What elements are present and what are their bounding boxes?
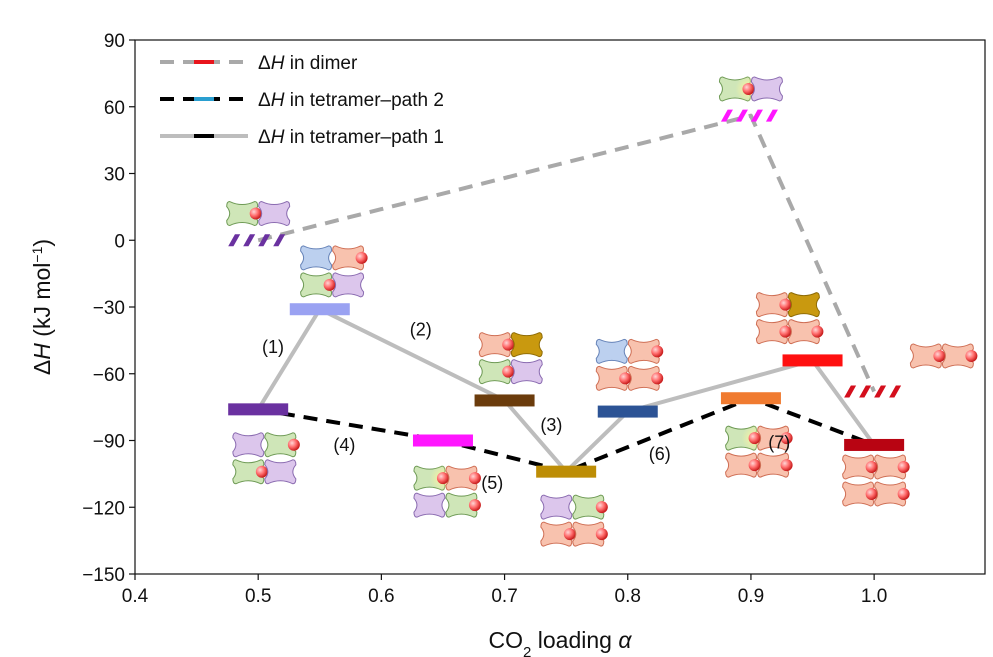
step-label: (6) <box>649 444 671 464</box>
tetramer-molecule-icon <box>300 245 368 298</box>
x-tick-label: 1.0 <box>861 586 887 607</box>
legend-entry: ΔH in dimer <box>160 53 358 74</box>
tetramer-molecule-icon <box>755 292 824 345</box>
level-layer <box>228 109 905 478</box>
tetramer-molecule-icon <box>725 425 793 478</box>
step-label: (3) <box>540 415 562 435</box>
energy-level-bar <box>844 438 905 451</box>
y-tick-label: −30 <box>93 298 125 319</box>
axes: 0.4 0.5 0.6 0.7 0.8 0.9 1.0 90 60 30 0 −30 −60 −90 −12… <box>82 31 887 607</box>
energy-level-bar <box>844 385 902 398</box>
x-tick-label: 0.7 <box>491 586 517 607</box>
step-label: (4) <box>333 435 355 455</box>
energy-level-bar <box>228 234 286 247</box>
legend-label: ΔH in tetramer–path 1 <box>258 127 444 148</box>
step-label: (2) <box>410 319 432 339</box>
dimer-molecule-icon <box>718 75 783 102</box>
tetramer-molecule-icon <box>842 454 910 507</box>
x-tick-label: 0.5 <box>245 586 271 607</box>
y-tick-label: 30 <box>104 165 125 186</box>
y-tick-label: −90 <box>93 432 125 453</box>
step-label: (7) <box>768 433 790 453</box>
y-tick-label: −150 <box>82 565 125 586</box>
energy-level-bar <box>536 465 597 478</box>
tetramer-molecule-icon <box>413 465 481 518</box>
legend: ΔH in dimer ΔH in tetramer–path 2 ΔH in te… <box>160 53 444 148</box>
y-axis-title: ΔH (kJ mol−1) <box>29 239 55 375</box>
x-tick-label: 0.6 <box>368 586 394 607</box>
y-tick-label: −120 <box>82 498 125 519</box>
molecule-icon-layer <box>226 75 978 547</box>
x-tick-label: 0.4 <box>122 586 149 607</box>
energy-level-bar <box>782 354 843 367</box>
legend-label: ΔH in dimer <box>258 53 358 74</box>
energy-level-bar <box>412 434 473 447</box>
energy-level-bar <box>720 109 778 122</box>
legend-label: ΔH in tetramer–path 2 <box>258 90 444 111</box>
step-label: (1) <box>262 337 284 357</box>
legend-entry: ΔH in tetramer–path 1 <box>160 127 444 148</box>
x-axis-title: CO2 loading α <box>489 627 633 657</box>
y-tick-label: −60 <box>93 365 125 386</box>
legend-entry: ΔH in tetramer–path 2 <box>160 90 444 111</box>
y-tick-label: 90 <box>104 31 125 52</box>
plot-area: (1) (2) (3) (4) (5) (6) (7) ΔH in dimer ΔH in t… <box>134 39 986 575</box>
energy-level-bar <box>474 394 535 407</box>
tetramer-molecule-icon <box>595 338 664 391</box>
y-tick-label: 0 <box>114 231 125 252</box>
tetramer-molecule-icon <box>478 332 543 385</box>
energy-level-bar <box>720 392 781 405</box>
x-tick-label: 0.9 <box>738 586 764 607</box>
series-line <box>257 396 875 474</box>
x-tick-label: 0.8 <box>615 586 641 607</box>
series-line <box>257 113 876 393</box>
y-tick-label: 60 <box>104 98 125 119</box>
tetramer-molecule-icon <box>540 494 608 547</box>
step-label: (5) <box>481 473 503 493</box>
energy-level-bar <box>289 303 350 316</box>
tetramer-molecule-icon <box>232 432 300 485</box>
energy-level-bar <box>228 403 289 416</box>
dimer-molecule-icon <box>226 201 291 227</box>
dimer-molecule-icon <box>909 343 978 369</box>
energy-level-bar <box>597 405 658 418</box>
step-label-layer: (1) (2) (3) (4) (5) (6) (7) <box>262 319 790 493</box>
